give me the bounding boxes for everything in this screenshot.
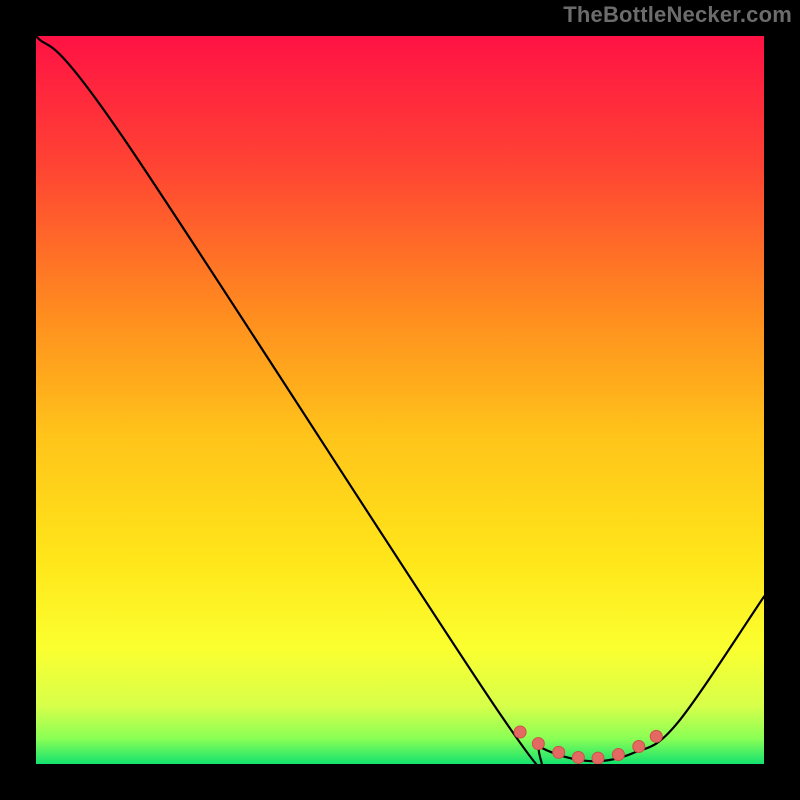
optimal-marker (514, 726, 526, 738)
bottleneck-chart (0, 0, 800, 800)
optimal-marker (650, 730, 662, 742)
optimal-marker (633, 741, 645, 753)
optimal-marker (532, 738, 544, 750)
optimal-marker (553, 746, 565, 758)
optimal-marker (612, 749, 624, 761)
watermark-text: TheBottleNecker.com (563, 2, 792, 28)
chart-container: TheBottleNecker.com (0, 0, 800, 800)
chart-background (36, 36, 764, 764)
optimal-marker (592, 752, 604, 764)
optimal-marker (572, 751, 584, 763)
